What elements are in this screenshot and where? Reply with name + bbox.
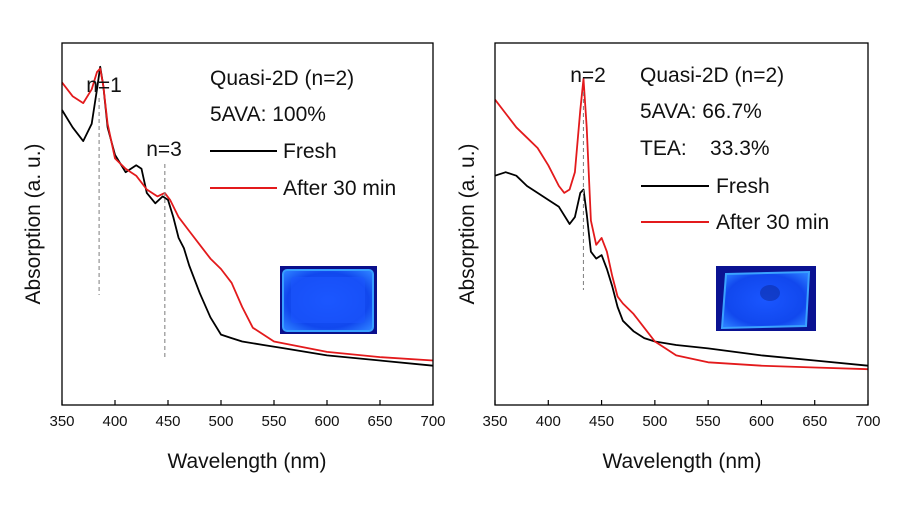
marker-label-n2: n=2	[570, 64, 606, 87]
x-tick-label-right-400: 400	[536, 413, 561, 430]
y-axis-title-left: Absorption (a. u.)	[22, 143, 45, 304]
x-tick-label-right-700: 700	[855, 413, 880, 430]
x-tick-label-left-450: 450	[155, 413, 180, 430]
x-tick-label-left-400: 400	[102, 413, 127, 430]
x-tick-label-right-450: 450	[589, 413, 614, 430]
x-tick-label-right-500: 500	[642, 413, 667, 430]
x-tick-label-left-650: 650	[367, 413, 392, 430]
x-ticks-left: 350 400 450 500 550 600 650 700	[49, 400, 446, 430]
legend-label-aged-right: After 30 min	[716, 211, 829, 234]
x-tick-label-right-600: 600	[749, 413, 774, 430]
legend-label-fresh-left: Fresh	[283, 140, 337, 163]
panel-right: 350 400 450 500 550 600 650 700 Wavelength (nm)…	[456, 42, 881, 473]
x-axis-title-right: Wavelength (nm)	[602, 450, 761, 473]
marker-label-n3: n=3	[146, 138, 182, 161]
panel-left: 350 400 450 500 550 600 650 700 Wavelength (nm)…	[22, 42, 446, 473]
legend-header-2-left: 5AVA: 100%	[210, 103, 326, 126]
legend-header-1-left: Quasi-2D (n=2)	[210, 67, 354, 90]
x-tick-label-left-700: 700	[420, 413, 445, 430]
marker-label-n1: n=1	[86, 74, 122, 97]
x-axis-title-left: Wavelength (nm)	[167, 450, 326, 473]
series-line-right-after-30-min	[494, 78, 869, 371]
x-tick-label-left-350: 350	[49, 413, 74, 430]
marker-layer-left	[98, 98, 166, 360]
y-axis-title-right: Absorption (a. u.)	[456, 143, 479, 304]
legend-label-fresh-right: Fresh	[716, 175, 770, 198]
plot-frame-right	[494, 42, 869, 406]
series-layer-right	[494, 78, 869, 371]
inset-photo-right	[716, 266, 816, 331]
x-ticks-right: 350 400 450 500 550 600 650 700	[482, 400, 881, 430]
x-tick-label-right-650: 650	[802, 413, 827, 430]
x-tick-label-left-500: 500	[208, 413, 233, 430]
inset-photo-left	[280, 266, 377, 334]
x-tick-label-left-550: 550	[261, 413, 286, 430]
x-tick-label-left-600: 600	[314, 413, 339, 430]
x-tick-label-right-350: 350	[482, 413, 507, 430]
legend-header-1-right: Quasi-2D (n=2)	[640, 64, 784, 87]
series-line-right-fresh	[494, 171, 869, 367]
legend-header-2-right: 5AVA: 66.7%	[640, 100, 762, 123]
legend-label-aged-left: After 30 min	[283, 177, 396, 200]
legend-header-3-right: TEA: 33.3%	[640, 137, 770, 160]
plot-frame-left	[61, 42, 434, 406]
x-tick-label-right-550: 550	[696, 413, 721, 430]
